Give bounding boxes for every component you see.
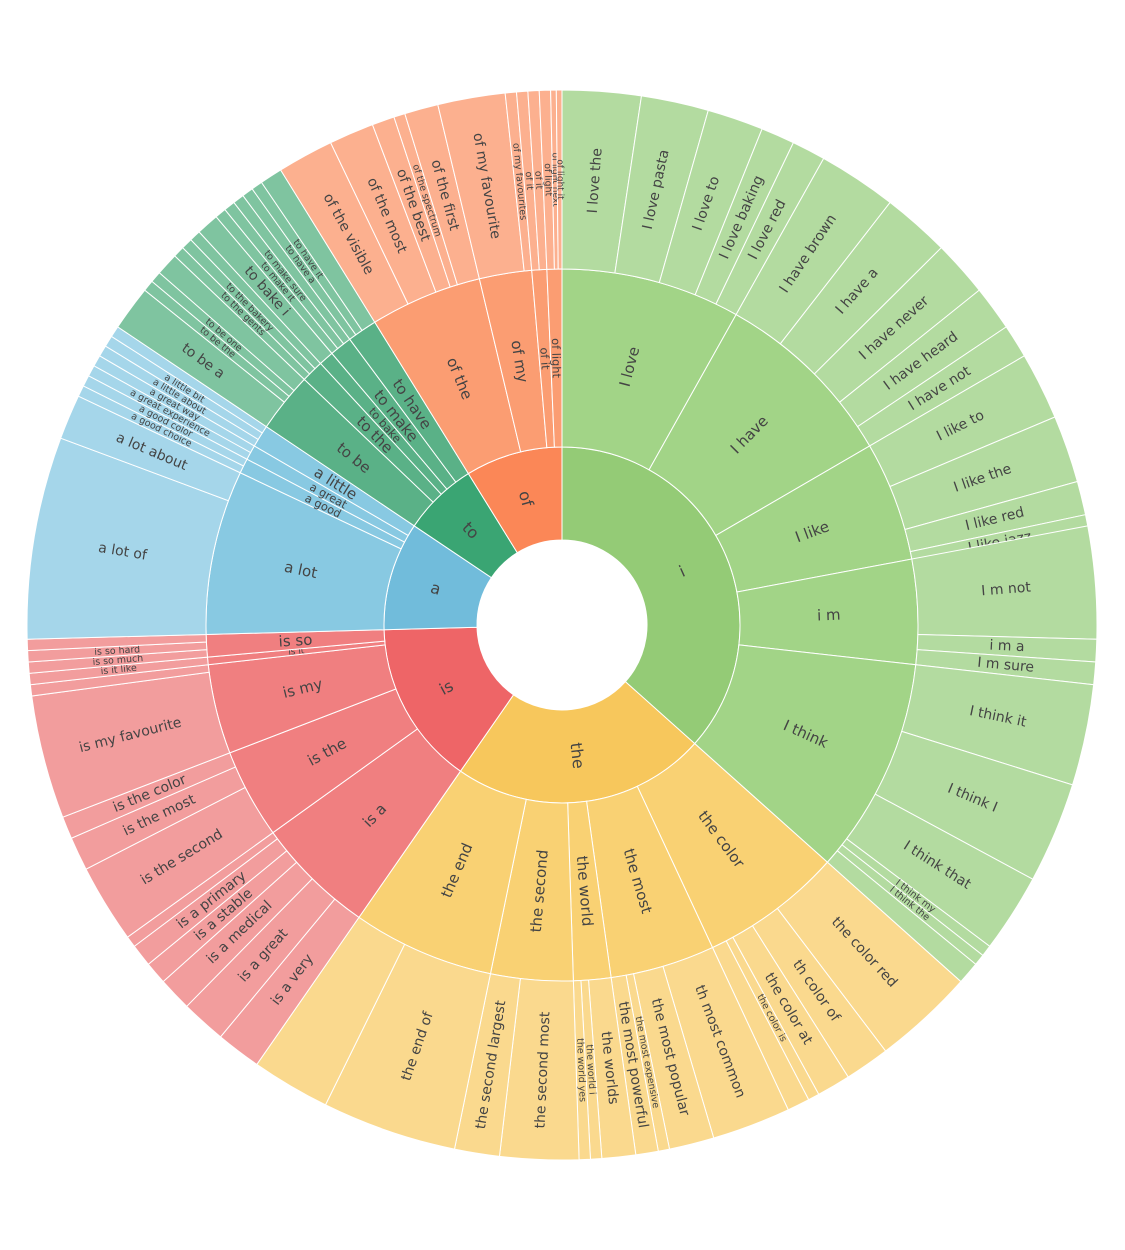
sunburst-segment-of-light-it[interactable] xyxy=(555,89,563,270)
